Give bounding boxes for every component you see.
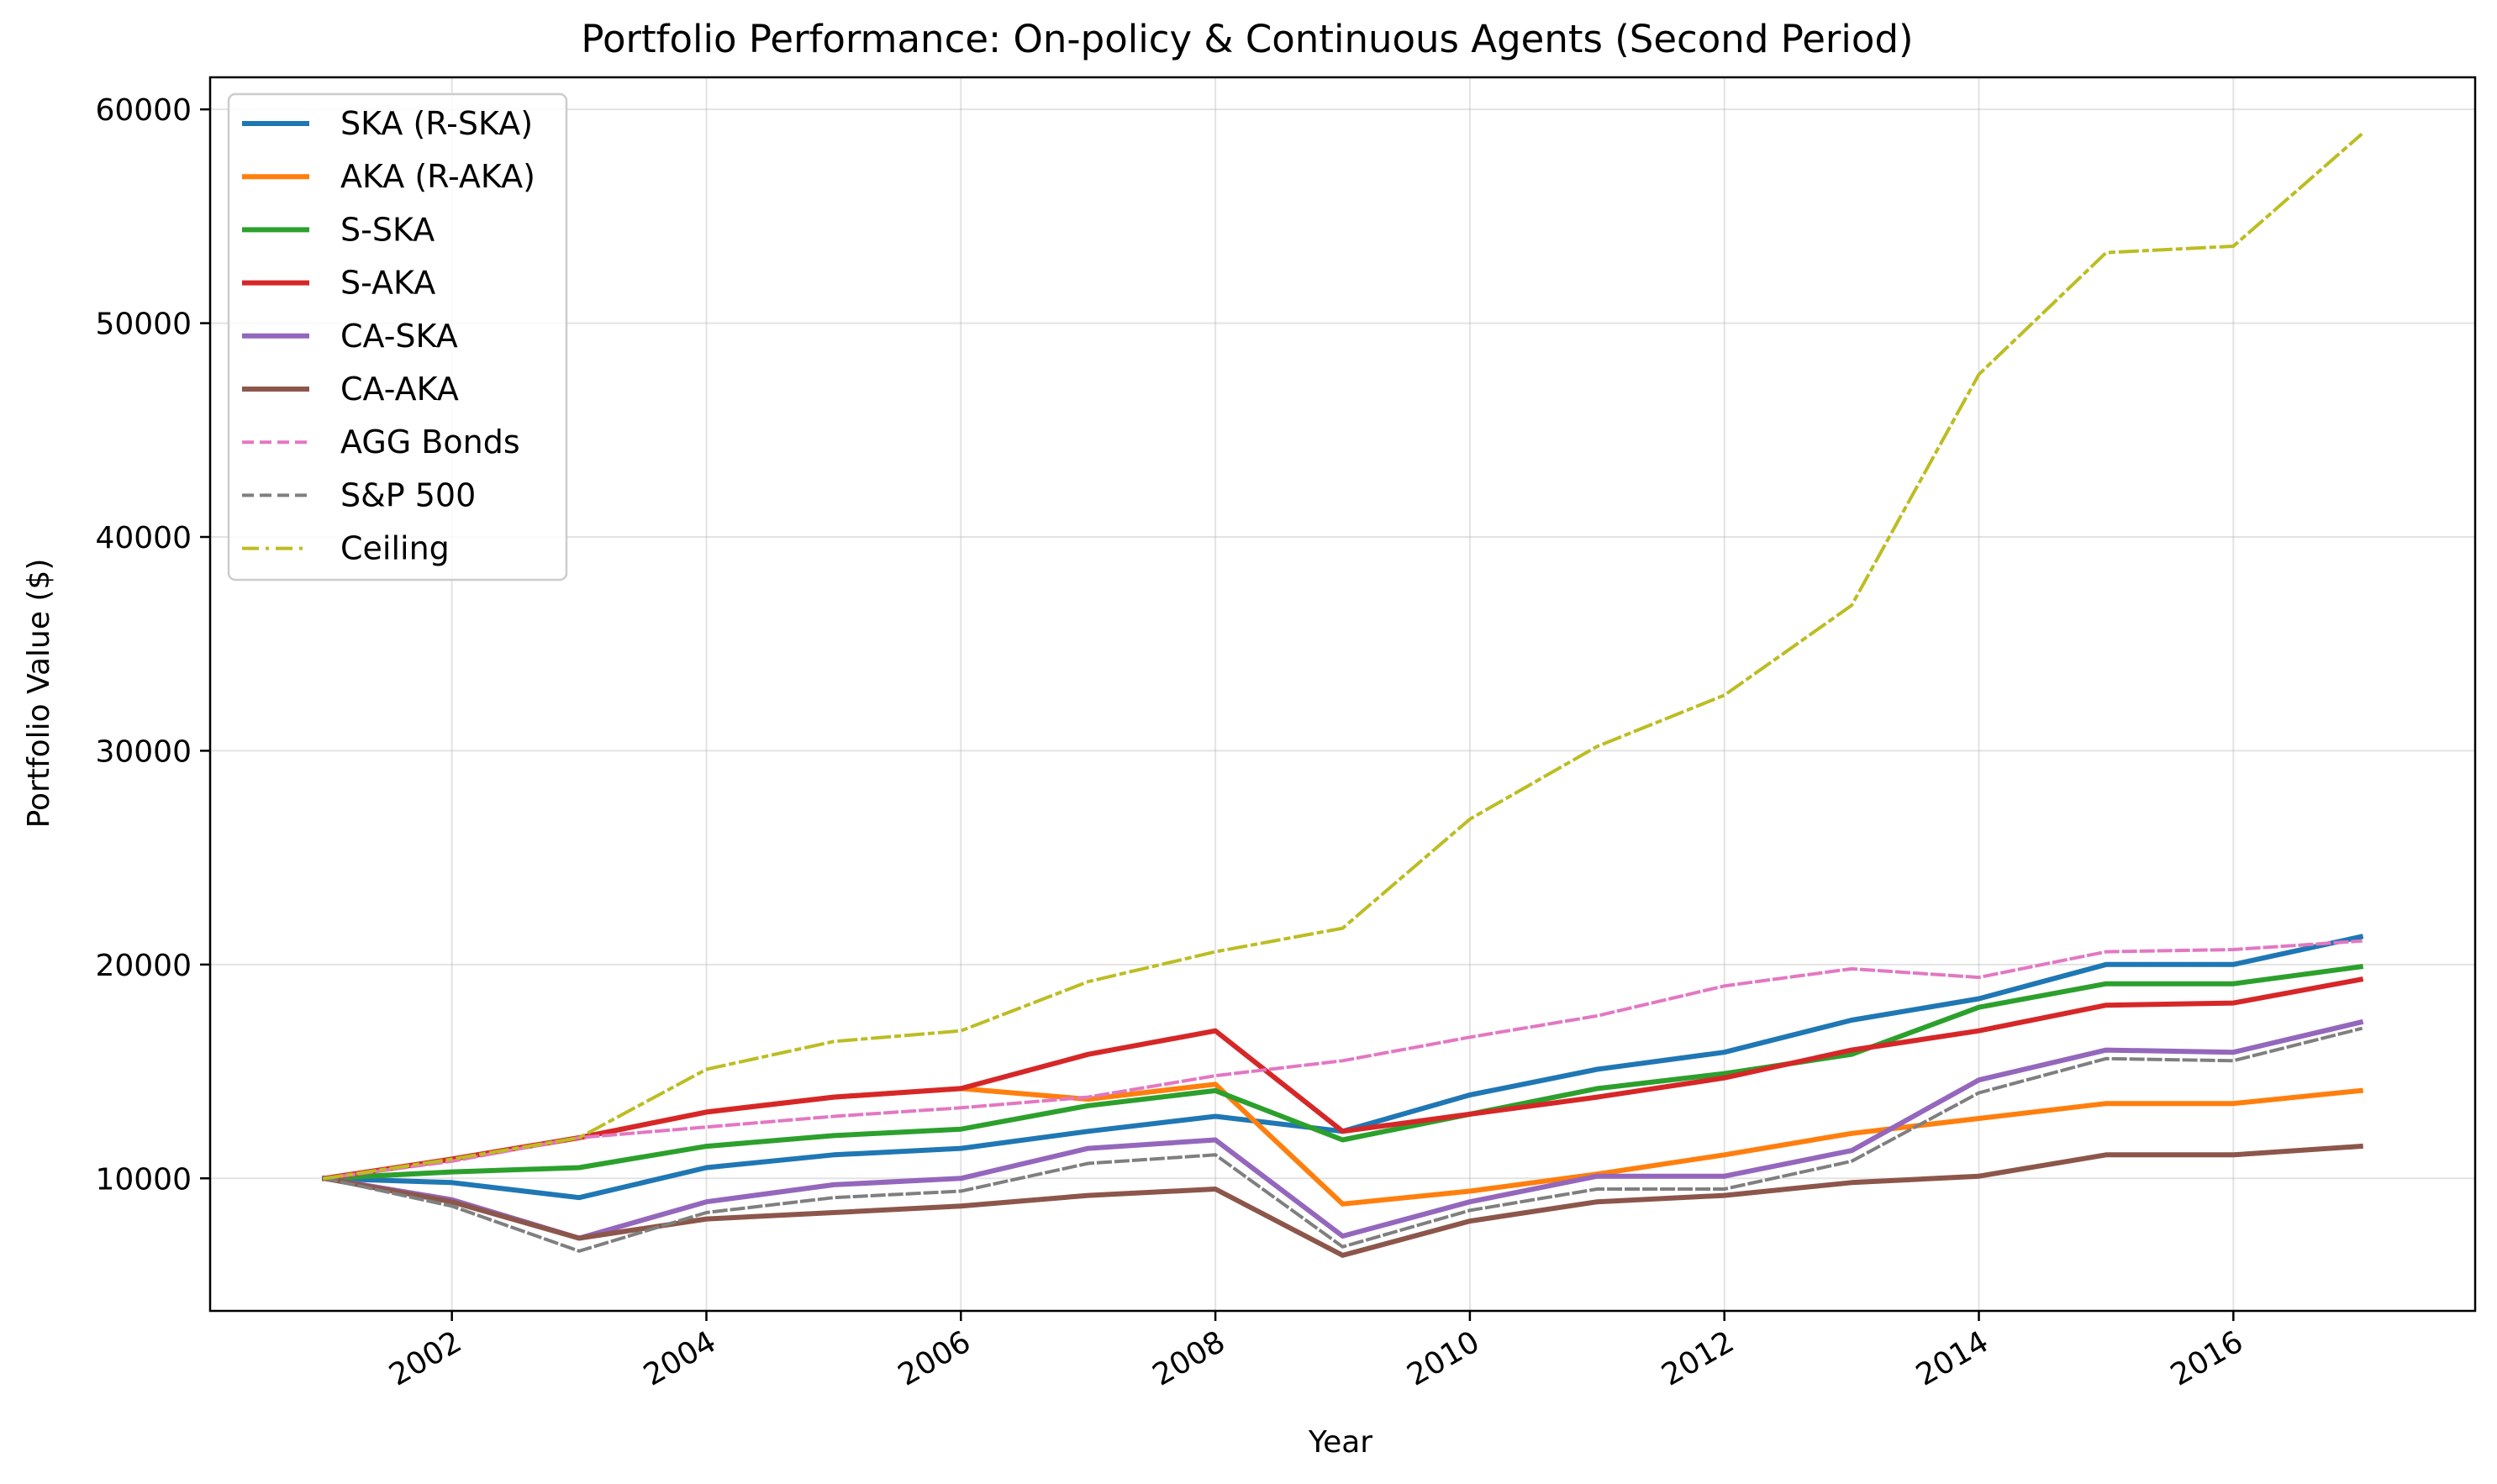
x-tick-label: 2014 xyxy=(1910,1324,1994,1392)
legend-label: S&P 500 xyxy=(340,476,476,513)
legend: SKA (R-SKA) AKA (R-AKA) S-SKA S-AKA CA-SKA CA… xyxy=(227,92,568,581)
legend-box xyxy=(227,92,568,581)
x-axis-label: Year xyxy=(1308,1425,1372,1460)
y-tick-label: 40000 xyxy=(95,521,192,555)
x-tick-label: 2002 xyxy=(383,1324,467,1392)
x-tick-label: 2012 xyxy=(1656,1324,1740,1392)
y-tick-label: 20000 xyxy=(95,949,192,983)
legend-label: CA-SKA xyxy=(340,318,458,355)
y-tick-label: 10000 xyxy=(95,1162,192,1197)
series-line-s-p-500 xyxy=(322,1026,2363,1253)
x-tick-label: 2016 xyxy=(2165,1324,2249,1392)
legend-label: SKA (R-SKA) xyxy=(340,105,533,142)
x-tick-label: 2006 xyxy=(893,1324,977,1392)
legend-label: AKA (R-AKA) xyxy=(340,158,535,195)
plot-frame xyxy=(208,76,2477,1313)
x-tick-label: 2008 xyxy=(1147,1324,1231,1392)
legend-label: CA-AKA xyxy=(340,371,459,408)
series-line-ca-ska xyxy=(321,1018,2364,1241)
chart-title: Portfolio Performance: On-policy & Conti… xyxy=(581,17,1913,61)
y-tick-label: 50000 xyxy=(95,308,192,342)
y-axis-label: Portfolio Value ($) xyxy=(22,559,56,829)
series-line-agg-bonds xyxy=(323,939,2363,1181)
legend-label: Ceiling xyxy=(340,530,450,567)
series-line-ceiling xyxy=(323,132,2363,1181)
x-tick-label: 2004 xyxy=(638,1324,722,1392)
series-line-s-aka xyxy=(321,976,2364,1181)
series-lines xyxy=(321,132,2364,1258)
x-tick-label: 2010 xyxy=(1402,1324,1486,1392)
series-line-s-ska xyxy=(322,964,2364,1181)
y-tick-label: 60000 xyxy=(95,93,192,128)
legend-label: S-SKA xyxy=(340,211,435,248)
legend-label: AGG Bonds xyxy=(340,424,520,460)
y-tick-label: 30000 xyxy=(95,734,192,769)
legend-label: S-AKA xyxy=(340,265,435,302)
